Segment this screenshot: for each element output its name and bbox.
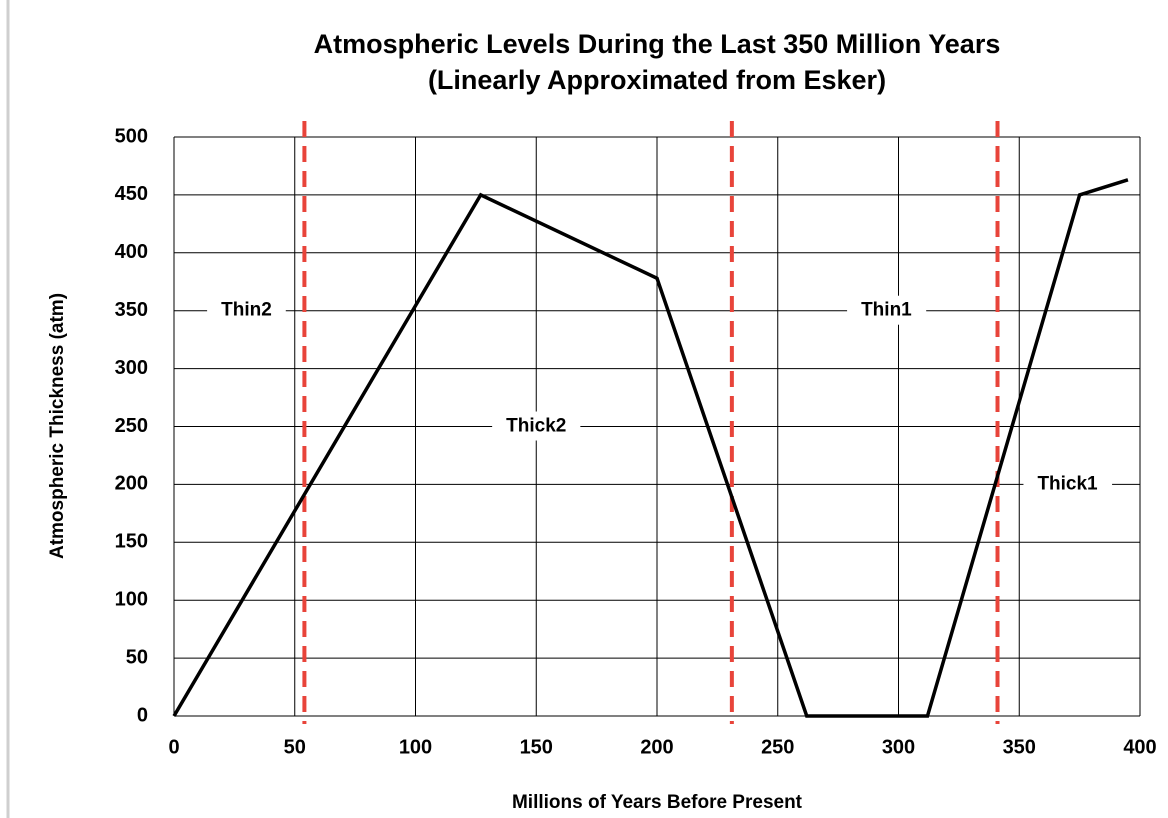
x-tick-label: 200 (640, 736, 673, 758)
annotation-background (1023, 469, 1113, 499)
annotation-label: Thin1 (861, 300, 912, 321)
x-tick-label: 300 (882, 736, 915, 758)
chart-title: Atmospheric Levels During the Last 350 M… (314, 29, 1001, 59)
chart-subtitle: (Linearly Approximated from Esker) (428, 65, 886, 95)
annotation-label: Thick2 (506, 416, 566, 437)
annotation-background (492, 411, 581, 441)
y-tick-label: 450 (115, 183, 148, 205)
y-tick-label: 400 (115, 241, 148, 263)
annotation-background (207, 295, 286, 325)
x-tick-label: 100 (399, 736, 432, 758)
annotation: Thick1 (1023, 469, 1113, 499)
annotation: Thick2 (492, 411, 581, 441)
y-tick-label: 500 (115, 125, 148, 147)
x-tick-label: 150 (520, 736, 553, 758)
y-tick-label: 350 (115, 299, 148, 321)
annotation-label: Thin2 (221, 300, 272, 321)
x-tick-label: 350 (1003, 736, 1036, 758)
x-axis-label: Millions of Years Before Present (512, 792, 803, 813)
annotation-background (847, 295, 927, 325)
y-tick-label: 100 (115, 588, 148, 610)
y-axis-label: Atmospheric Thickness (atm) (47, 293, 68, 559)
annotation-label: Thick1 (1037, 473, 1098, 494)
y-tick-label: 250 (115, 415, 148, 437)
x-tick-label: 0 (168, 736, 179, 758)
y-tick-label: 200 (115, 473, 148, 495)
y-tick-label: 150 (115, 531, 148, 553)
x-tick-label: 400 (1123, 736, 1156, 758)
data-line (172, 178, 1129, 718)
y-tick-label: 300 (115, 357, 148, 379)
annotation: Thin2 (207, 295, 286, 325)
x-tick-label: 250 (761, 736, 794, 758)
x-tick-label: 50 (284, 736, 306, 758)
y-tick-label: 50 (126, 646, 148, 668)
annotation: Thin1 (847, 295, 927, 325)
y-tick-label: 0 (137, 704, 148, 726)
